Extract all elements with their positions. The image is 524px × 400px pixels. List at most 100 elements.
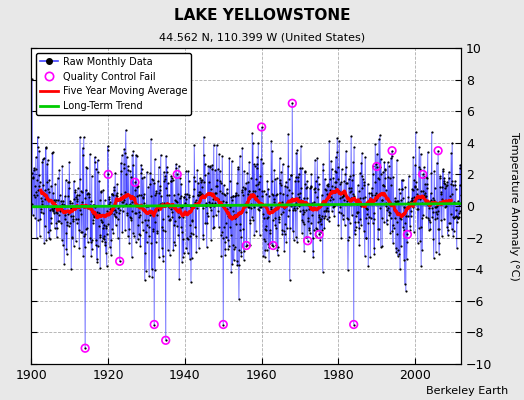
Point — [98, 219, 106, 226]
Point — [213, 177, 221, 183]
Point — [79, 134, 88, 140]
Point — [397, 197, 405, 203]
Point — [53, 210, 61, 216]
Point — [234, 164, 242, 170]
Point — [394, 231, 402, 238]
Point — [443, 231, 452, 238]
Point — [294, 170, 303, 177]
Point — [81, 345, 90, 352]
Point — [299, 195, 308, 201]
Point — [253, 154, 261, 160]
Point — [223, 190, 232, 196]
Point — [112, 214, 121, 220]
Point — [310, 198, 318, 205]
Point — [318, 192, 326, 198]
Point — [209, 225, 217, 231]
Point — [206, 186, 215, 192]
Point — [313, 194, 321, 200]
Point — [419, 212, 427, 218]
Point — [96, 234, 104, 240]
Point — [419, 188, 428, 194]
Point — [126, 215, 135, 222]
Point — [406, 199, 414, 205]
Point — [260, 254, 269, 260]
Point — [350, 321, 358, 328]
Point — [118, 152, 126, 158]
Point — [307, 184, 315, 190]
Point — [316, 218, 325, 225]
Point — [264, 241, 272, 248]
Point — [431, 216, 440, 223]
Point — [92, 237, 101, 243]
Point — [45, 177, 53, 184]
Point — [189, 230, 198, 237]
Point — [295, 193, 303, 200]
Point — [366, 195, 374, 202]
Point — [212, 190, 220, 196]
Point — [275, 155, 283, 161]
Point — [89, 201, 97, 208]
Point — [403, 213, 412, 219]
Point — [447, 178, 456, 184]
Point — [340, 178, 348, 184]
Point — [263, 246, 271, 253]
Point — [398, 185, 406, 192]
Point — [184, 236, 192, 242]
Point — [272, 241, 280, 248]
Point — [426, 226, 434, 232]
Point — [294, 191, 302, 197]
Point — [332, 154, 340, 160]
Point — [89, 220, 97, 226]
Point — [442, 200, 450, 206]
Point — [88, 173, 96, 179]
Point — [449, 182, 457, 188]
Point — [177, 192, 185, 199]
Point — [243, 202, 251, 208]
Point — [241, 186, 249, 192]
Point — [111, 222, 119, 228]
Point — [152, 188, 161, 194]
Point — [342, 180, 351, 186]
Point — [77, 229, 85, 236]
Point — [342, 148, 350, 154]
Point — [50, 205, 59, 211]
Point — [227, 269, 235, 275]
Point — [127, 216, 135, 223]
Point — [80, 244, 89, 250]
Point — [262, 223, 270, 229]
Point — [239, 226, 248, 233]
Point — [373, 194, 381, 201]
Point — [141, 268, 150, 274]
Point — [57, 198, 65, 204]
Point — [354, 209, 363, 216]
Point — [70, 189, 79, 196]
Point — [32, 192, 41, 198]
Point — [356, 216, 365, 222]
Point — [248, 191, 256, 198]
Point — [364, 220, 372, 226]
Point — [455, 214, 463, 220]
Point — [367, 198, 376, 205]
Point — [436, 191, 445, 197]
Point — [337, 235, 345, 241]
Point — [144, 203, 152, 210]
Point — [404, 194, 412, 200]
Point — [66, 220, 74, 226]
Point — [419, 171, 427, 178]
Point — [57, 207, 66, 214]
Point — [455, 182, 464, 188]
Point — [282, 238, 290, 245]
Point — [453, 214, 462, 220]
Point — [382, 203, 390, 209]
Point — [418, 247, 427, 253]
Point — [94, 243, 103, 250]
Point — [59, 198, 68, 204]
Point — [408, 187, 417, 194]
Point — [412, 179, 420, 186]
Point — [49, 207, 57, 213]
Point — [86, 235, 94, 241]
Point — [72, 216, 80, 223]
Point — [430, 203, 439, 210]
Point — [192, 233, 200, 239]
Point — [390, 224, 398, 231]
